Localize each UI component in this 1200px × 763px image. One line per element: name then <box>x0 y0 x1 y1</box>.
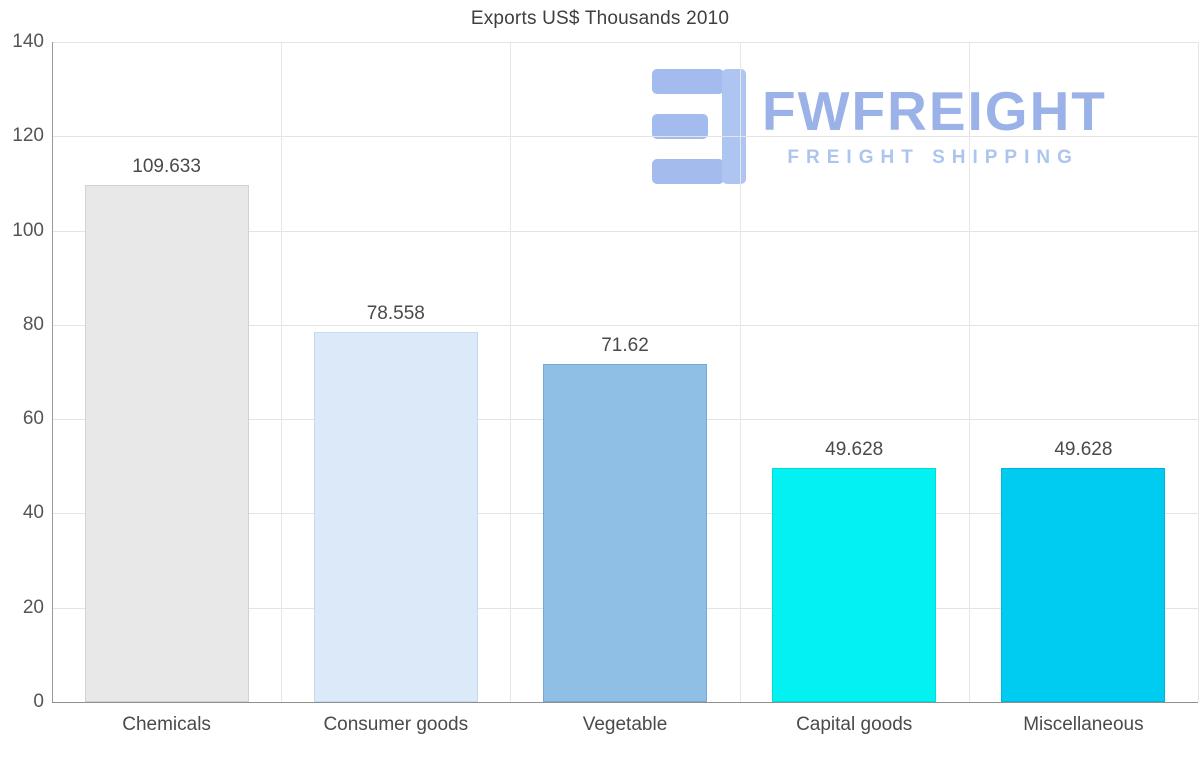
x-gridline <box>1198 42 1199 702</box>
watermark: FWFREIGHT FREIGHT SHIPPING <box>648 66 1107 188</box>
bar-vegetable[interactable] <box>543 364 707 702</box>
y-gridline <box>52 324 1198 326</box>
bar-chemicals[interactable] <box>84 185 249 702</box>
y-axis-tick-label: 20 <box>22 596 44 618</box>
x-gridline <box>968 42 970 702</box>
x-gridline <box>739 42 741 702</box>
y-gridline <box>52 136 1198 138</box>
y-axis-tick-label: 80 <box>22 313 44 335</box>
bar-value-label: 109.633 <box>132 156 201 178</box>
bar-value-label: 49.628 <box>825 439 884 461</box>
y-axis-line <box>52 42 53 702</box>
brand-tagline: FREIGHT SHIPPING <box>787 147 1079 168</box>
x-axis-category-label: Vegetable <box>582 714 668 735</box>
bar-value-label: 71.62 <box>601 335 649 357</box>
y-axis-tick-label: 40 <box>22 502 44 524</box>
x-axis-category-label: Capital goods <box>796 714 913 735</box>
x-axis-category-label: Consumer goods <box>323 714 469 735</box>
bar-value-label: 49.628 <box>1054 439 1113 461</box>
x-gridline <box>281 42 283 702</box>
bar-capital-goods[interactable] <box>772 468 937 702</box>
x-axis-line <box>52 702 1198 703</box>
x-axis-category-label: Miscellaneous <box>1023 714 1144 735</box>
fwfreight-logo-icon <box>652 69 746 184</box>
y-axis-tick-label: 120 <box>12 125 44 147</box>
bar-miscellaneous[interactable] <box>1001 468 1166 702</box>
y-gridline <box>52 42 1198 43</box>
chart-title: Exports US$ Thousands 2010 <box>470 8 730 29</box>
brand-name: FWFREIGHT <box>762 80 1107 142</box>
x-gridline <box>510 42 512 702</box>
watermark-text: FWFREIGHT FREIGHT SHIPPING <box>762 66 1107 169</box>
y-axis-tick-label: 140 <box>12 31 44 52</box>
y-axis-tick-label: 0 <box>33 691 44 712</box>
bar-value-label: 78.558 <box>366 302 425 324</box>
y-axis-tick-label: 60 <box>22 408 44 430</box>
bar-consumer-goods[interactable] <box>313 331 478 702</box>
y-gridline <box>52 230 1198 232</box>
x-axis-category-label: Chemicals <box>122 714 211 735</box>
y-axis-tick-label: 100 <box>12 219 44 241</box>
